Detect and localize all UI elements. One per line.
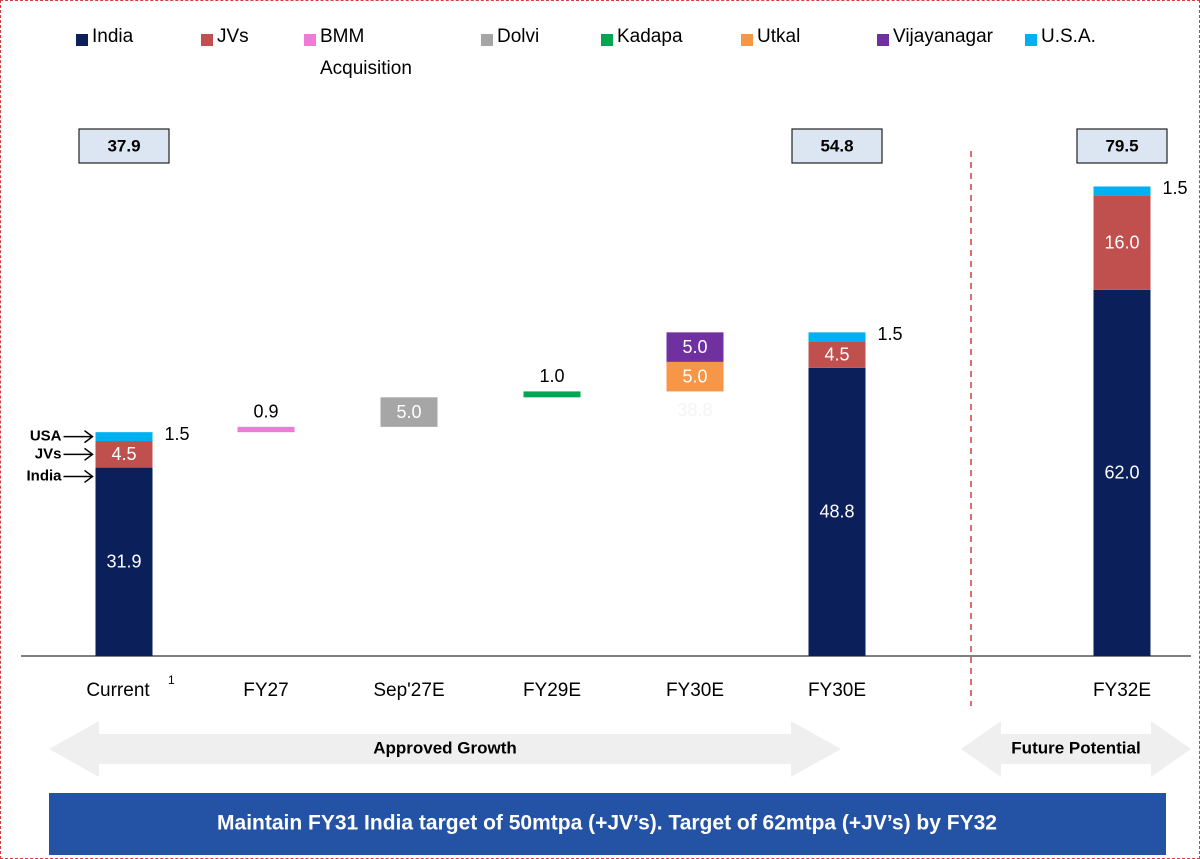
- total-label: 37.9: [107, 136, 140, 155]
- bar-segment: [666, 361, 724, 392]
- legend-swatch: [741, 34, 753, 46]
- x-tick-label: FY27: [243, 680, 288, 701]
- bar-segment: [380, 397, 438, 427]
- legend-item: Vijayanagar: [877, 26, 1033, 53]
- legend-swatch: [877, 34, 889, 46]
- bar-segment: [808, 367, 866, 656]
- legend-swatch: [481, 34, 493, 46]
- annotation: India: [26, 467, 62, 484]
- value-label: 1.5: [1163, 178, 1188, 198]
- bar-segment: [95, 432, 153, 442]
- bar-segment: [1093, 186, 1151, 196]
- value-label: 31.9: [106, 552, 141, 572]
- bar-segment: [237, 426, 295, 433]
- total-box: [78, 128, 170, 164]
- annotation: USA: [30, 428, 62, 445]
- value-label: 16.0: [1104, 232, 1139, 252]
- legend-swatch: [76, 34, 88, 46]
- range-label: Future Potential: [1011, 738, 1140, 757]
- x-tick-label: Sep'27E: [373, 680, 444, 701]
- annotation-arrowhead: [84, 447, 94, 461]
- annotation-arrowhead: [84, 429, 94, 444]
- value-label: 4.5: [111, 444, 136, 464]
- value-label: 1.5: [878, 324, 903, 344]
- banner-text: Maintain FY31 India target of 50mtpa (+J…: [217, 812, 997, 835]
- footnote-mark: 1: [168, 673, 175, 687]
- annotation: JVs: [35, 445, 62, 462]
- bar-segment: [808, 332, 866, 342]
- total-label: 79.5: [1105, 136, 1138, 155]
- value-label: 5.0: [682, 366, 707, 386]
- value-label: 5.0: [682, 337, 707, 357]
- value-label: 62.0: [1104, 463, 1139, 483]
- value-label: 5.0: [396, 402, 421, 422]
- total-box: [1076, 128, 1168, 164]
- bar-segment: [1093, 195, 1151, 290]
- legend-swatch: [304, 34, 316, 46]
- range-arrow: [49, 721, 841, 777]
- bar-segment: [666, 332, 724, 362]
- legend-item: Dolvi: [481, 26, 637, 53]
- x-tick-label: FY30E: [666, 680, 724, 701]
- bar-segment: [808, 341, 866, 368]
- value-label: 4.5: [824, 344, 849, 364]
- bar-segment: [95, 467, 153, 656]
- value-label: 0.9: [253, 402, 278, 422]
- legend-label: U.S.A.: [1041, 26, 1096, 47]
- value-label: 1.0: [539, 366, 564, 386]
- legend-item: JVs: [201, 26, 357, 53]
- legend-item: Kadapa: [601, 26, 757, 53]
- legend-item: Utkal: [741, 26, 897, 53]
- legend-swatch: [601, 34, 613, 46]
- range-label: Approved Growth: [373, 738, 517, 757]
- legend-label: India: [92, 26, 134, 47]
- legend-label: Vijayanagar: [893, 26, 994, 47]
- legend-label: Dolvi: [497, 26, 540, 47]
- legend-item: U.S.A.: [1025, 26, 1181, 53]
- legend-item: BMM Acquisition: [304, 26, 460, 85]
- bar-segment: [95, 441, 153, 468]
- legend-label: JVs: [217, 26, 249, 47]
- value-label: 1.5: [165, 424, 190, 444]
- base-label: 38.8: [677, 400, 712, 420]
- total-label: 54.8: [820, 136, 853, 155]
- legend-item: India: [76, 26, 232, 53]
- total-box: [791, 128, 883, 164]
- legend-label: Utkal: [757, 26, 801, 47]
- legend-label: BMM Acquisition: [320, 26, 412, 79]
- x-tick-label: FY29E: [523, 680, 581, 701]
- legend-label: Kadapa: [617, 26, 683, 47]
- bar-segment: [523, 391, 581, 398]
- range-arrow: [961, 721, 1191, 777]
- x-tick-label: FY30E: [808, 680, 866, 701]
- x-tick-label: Current: [86, 680, 150, 701]
- x-tick-label: FY32E: [1093, 680, 1151, 701]
- legend-swatch: [1025, 34, 1037, 46]
- value-label: 48.8: [819, 502, 854, 522]
- legend-swatch: [201, 34, 213, 46]
- bar-segment: [1093, 289, 1151, 656]
- annotation-arrowhead: [84, 469, 94, 484]
- banner: [49, 793, 1166, 855]
- legend: India JVs BMM Acquisition Dolvi Kadapa Utkal V…: [1, 26, 1200, 99]
